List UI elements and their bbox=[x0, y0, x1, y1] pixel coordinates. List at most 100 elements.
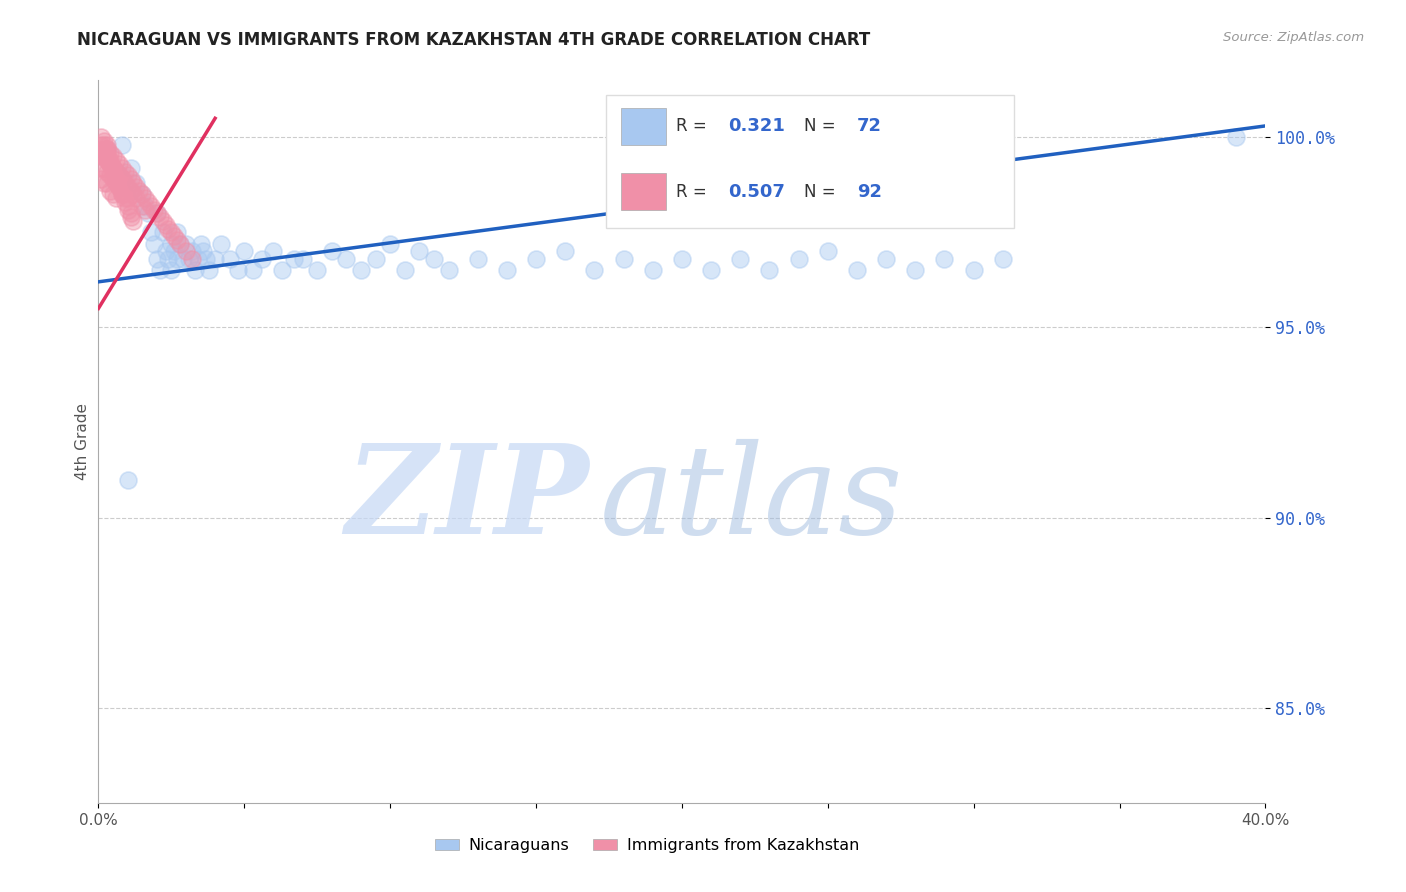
Point bbox=[96, 176, 118, 190]
Point bbox=[101, 164, 124, 178]
Text: 0.507: 0.507 bbox=[728, 183, 786, 202]
Point bbox=[583, 263, 606, 277]
Point bbox=[134, 202, 156, 217]
Point bbox=[152, 214, 174, 228]
Point bbox=[114, 194, 136, 209]
Point bbox=[98, 157, 121, 171]
Point bbox=[90, 161, 112, 175]
Point bbox=[122, 187, 145, 202]
Text: 92: 92 bbox=[858, 183, 882, 202]
Point bbox=[98, 157, 121, 171]
Point bbox=[98, 157, 121, 171]
Text: 72: 72 bbox=[858, 117, 882, 135]
Point bbox=[155, 244, 177, 259]
Point bbox=[166, 252, 188, 266]
Point bbox=[104, 164, 127, 178]
Point bbox=[90, 149, 112, 163]
Point bbox=[228, 263, 250, 277]
Text: N =: N = bbox=[804, 183, 841, 202]
Point bbox=[846, 263, 869, 277]
Point bbox=[111, 187, 134, 202]
Point bbox=[134, 191, 156, 205]
Point bbox=[174, 244, 197, 259]
Point bbox=[104, 164, 127, 178]
Point bbox=[142, 202, 165, 217]
Point bbox=[101, 187, 124, 202]
Point bbox=[114, 164, 136, 178]
Point bbox=[394, 263, 416, 277]
Point bbox=[408, 244, 430, 259]
Point bbox=[817, 244, 839, 259]
Point bbox=[152, 226, 174, 240]
Point bbox=[934, 252, 956, 266]
Point bbox=[291, 252, 314, 266]
Point bbox=[218, 252, 240, 266]
Point bbox=[108, 176, 131, 190]
Point bbox=[262, 244, 284, 259]
Point bbox=[787, 252, 810, 266]
Point bbox=[612, 252, 634, 266]
Point bbox=[163, 229, 186, 244]
Point bbox=[496, 263, 519, 277]
Point bbox=[108, 179, 131, 194]
Point bbox=[364, 252, 387, 266]
Point bbox=[758, 263, 780, 277]
Point bbox=[160, 263, 183, 277]
Point bbox=[125, 191, 148, 205]
Point bbox=[146, 206, 169, 220]
Point bbox=[467, 252, 489, 266]
Point bbox=[90, 137, 112, 152]
Point bbox=[96, 142, 118, 156]
Point bbox=[101, 161, 124, 175]
Point bbox=[111, 187, 134, 202]
Legend: Nicaraguans, Immigrants from Kazakhstan: Nicaraguans, Immigrants from Kazakhstan bbox=[429, 832, 865, 860]
Point bbox=[90, 130, 112, 145]
Point bbox=[98, 153, 121, 168]
Text: R =: R = bbox=[676, 183, 711, 202]
Point bbox=[111, 137, 134, 152]
Point bbox=[104, 172, 127, 186]
Point bbox=[904, 263, 927, 277]
Point bbox=[991, 252, 1014, 266]
Point bbox=[111, 184, 134, 198]
Point bbox=[93, 176, 115, 190]
Y-axis label: 4th Grade: 4th Grade bbox=[75, 403, 90, 480]
Point bbox=[120, 172, 142, 186]
Point bbox=[120, 184, 142, 198]
Point bbox=[93, 134, 115, 148]
Point bbox=[1225, 130, 1247, 145]
Point bbox=[166, 226, 188, 240]
Point bbox=[198, 263, 221, 277]
Point bbox=[98, 169, 121, 183]
Point bbox=[96, 145, 118, 160]
Point bbox=[142, 236, 165, 251]
Point bbox=[350, 263, 373, 277]
Point bbox=[117, 179, 139, 194]
Point bbox=[93, 149, 115, 163]
Point bbox=[117, 202, 139, 217]
Point bbox=[209, 236, 232, 251]
Text: Source: ZipAtlas.com: Source: ZipAtlas.com bbox=[1223, 31, 1364, 45]
Point bbox=[96, 153, 118, 168]
Point bbox=[423, 252, 446, 266]
Point bbox=[93, 142, 115, 156]
Point bbox=[875, 252, 897, 266]
Point bbox=[730, 252, 752, 266]
Point bbox=[108, 169, 131, 183]
Point bbox=[108, 157, 131, 171]
Point bbox=[190, 236, 212, 251]
Bar bbox=[621, 108, 665, 145]
Point bbox=[96, 149, 118, 163]
Point bbox=[101, 172, 124, 186]
Point bbox=[120, 210, 142, 224]
Point bbox=[233, 244, 256, 259]
Point bbox=[101, 161, 124, 175]
Point bbox=[283, 252, 305, 266]
Point bbox=[125, 176, 148, 190]
Point bbox=[104, 153, 127, 168]
Bar bbox=[621, 173, 665, 211]
Point bbox=[131, 187, 153, 202]
Point bbox=[157, 221, 180, 235]
Point bbox=[700, 263, 723, 277]
Point bbox=[180, 252, 202, 266]
